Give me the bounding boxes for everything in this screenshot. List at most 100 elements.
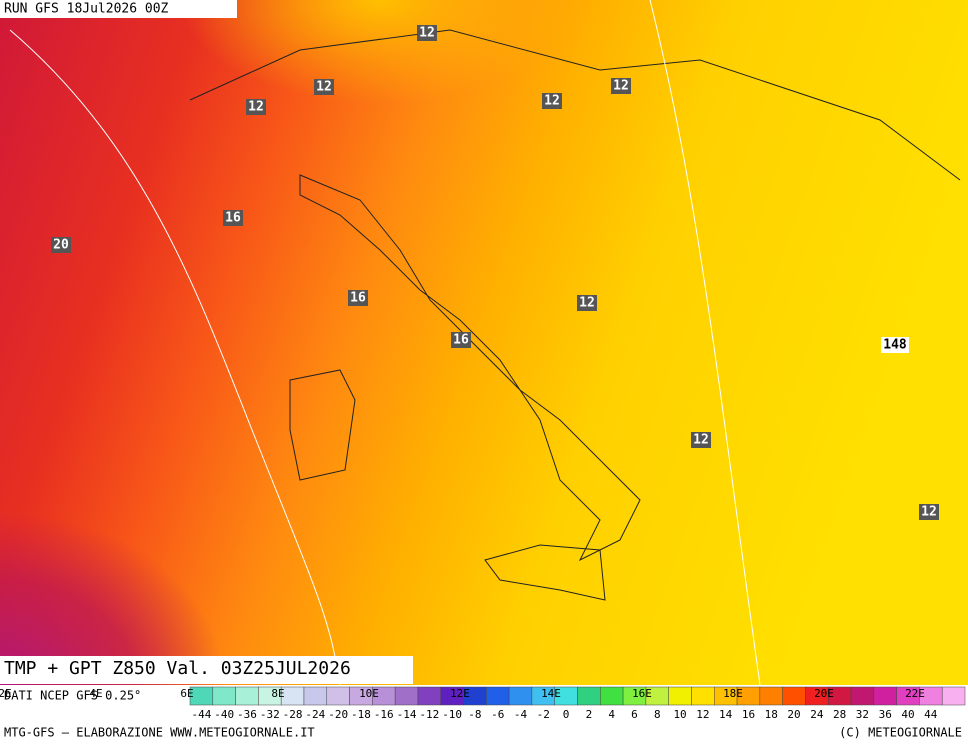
contour-label: 12: [544, 94, 560, 109]
legend-tick: -36: [237, 708, 257, 721]
contour-label-box: [417, 25, 437, 41]
legend-tick: -14: [397, 708, 417, 721]
legend-swatch: [691, 686, 715, 706]
contour-label: 20: [53, 238, 69, 253]
contour-label-box: [451, 332, 471, 348]
legend-tick: -32: [260, 708, 280, 721]
contour-label: 16: [453, 333, 469, 348]
longitude-label: 12E: [450, 687, 470, 700]
legend-tick: 16: [742, 708, 755, 721]
legend-tick: 40: [901, 708, 914, 721]
legend-swatch: [850, 686, 875, 706]
geopotential-line: [9, 29, 341, 686]
temperature-field: [0, 300, 500, 685]
legend-tick: 10: [673, 708, 686, 721]
legend-tick: -12: [419, 708, 439, 721]
legend-swatch: [759, 686, 783, 706]
credit: (C) METEOGIORNALE: [839, 726, 962, 740]
legend-swatch: [873, 686, 897, 706]
legend-tick: -28: [283, 708, 303, 721]
legend-tick: -44: [191, 708, 211, 721]
contour-label-box: [246, 99, 266, 115]
legend-tick: -16: [374, 708, 394, 721]
contour-label: 148: [883, 338, 907, 353]
coastline: [484, 544, 606, 601]
legend-tick: -2: [537, 708, 550, 721]
legend-tick: 12: [696, 708, 709, 721]
legend-tick: 0: [563, 708, 570, 721]
longitude-label: 14E: [541, 687, 561, 700]
legend-swatch: [486, 686, 510, 706]
legend-tick: -4: [514, 708, 528, 721]
longitude-label: 4E: [89, 687, 102, 700]
contour-label-box: [348, 290, 368, 306]
legend-tick: 36: [879, 708, 892, 721]
contour-label-box: [577, 295, 597, 311]
legend-swatch: [235, 686, 259, 706]
contour-label: 12: [248, 100, 264, 115]
source-label: DATI NCEP GFS 0.25°: [4, 689, 141, 703]
legend-tick: -24: [305, 708, 325, 721]
field-label: TMP + GPT Z850 Val. 03Z25JUL2026: [4, 658, 351, 679]
contour-label: 16: [350, 291, 366, 306]
legend-swatch: [941, 686, 966, 706]
legend-swatch: [303, 686, 328, 706]
legend-tick: -8: [468, 708, 481, 721]
legend-tick: 14: [719, 708, 733, 721]
credit: MTG-GFS — ELABORAZIONE WWW.METEOGIORNALE…: [4, 726, 315, 740]
geopotential-line: [649, 0, 761, 686]
temperature-field: [180, 0, 680, 260]
legend-tick: 44: [924, 708, 938, 721]
legend-swatch: [508, 686, 533, 706]
contour-label-box: [691, 432, 711, 448]
contour-label: 12: [579, 296, 595, 311]
contour-label: 12: [316, 80, 332, 95]
contour-label-box: [611, 78, 631, 94]
field-box: [0, 656, 413, 684]
longitude-label: 18E: [723, 687, 743, 700]
legend-swatch: [326, 686, 350, 706]
contour-label: 12: [419, 26, 435, 41]
longitude-label: 16E: [632, 687, 652, 700]
legend-tick: 4: [608, 708, 615, 721]
legend-tick: -18: [351, 708, 371, 721]
longitude-label: 2E: [0, 687, 12, 700]
legend-tick: 20: [787, 708, 800, 721]
longitude-label: 10E: [359, 687, 379, 700]
contour-label-box: [881, 337, 909, 353]
legend-tick: 32: [856, 708, 869, 721]
legend-swatch: [394, 686, 419, 706]
legend-tick: 2: [586, 708, 593, 721]
legend-tick: 6: [631, 708, 638, 721]
coastline: [289, 369, 356, 481]
legend-swatch: [668, 686, 692, 706]
legend-tick: 28: [833, 708, 846, 721]
longitude-label: 20E: [814, 687, 834, 700]
contour-label-box: [223, 210, 243, 226]
legend-tick: -20: [328, 708, 348, 721]
longitude-label: 6E: [180, 687, 193, 700]
contour-label: 12: [921, 505, 937, 520]
contour-label-box: [314, 79, 334, 95]
run-label: RUN GFS 18Jul2026 00Z: [4, 2, 169, 17]
coastline: [299, 174, 641, 562]
legend-tick: -6: [491, 708, 504, 721]
legend-swatch: [600, 686, 624, 706]
legend-swatch: [212, 686, 236, 706]
border: [189, 29, 961, 181]
legend-tick: -40: [214, 708, 234, 721]
contour-label: 12: [613, 79, 629, 94]
legend-swatch: [417, 686, 441, 706]
legend-tick: -10: [442, 708, 462, 721]
legend-tick: 8: [654, 708, 661, 721]
contour-label: 16: [225, 211, 241, 226]
run-box: [0, 0, 237, 18]
longitude-label: 8E: [271, 687, 284, 700]
legend-swatch: [782, 686, 806, 706]
legend-tick: 18: [765, 708, 778, 721]
contour-label-box: [919, 504, 939, 520]
legend-swatch: [577, 686, 601, 706]
contour-label-box: [542, 93, 562, 109]
longitude-label: 22E: [905, 687, 925, 700]
